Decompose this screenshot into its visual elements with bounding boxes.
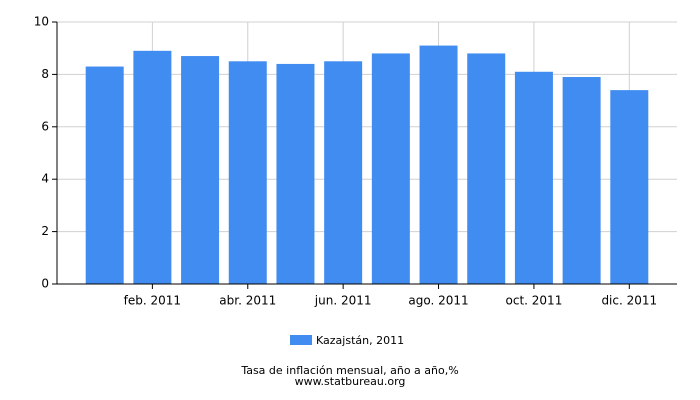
legend-swatch — [290, 335, 312, 345]
bar — [133, 50, 172, 284]
x-tick-label: jun. 2011 — [314, 294, 372, 308]
caption: Tasa de inflación mensual, año a año,% — [240, 364, 458, 377]
x-tick-label: abr. 2011 — [219, 294, 276, 308]
bar — [610, 90, 649, 285]
bar — [228, 61, 267, 284]
bar — [85, 66, 124, 284]
bar — [181, 56, 220, 285]
legend-label: Kazajstán, 2011 — [316, 334, 404, 347]
bar — [276, 63, 315, 284]
y-tick-label: 2 — [41, 224, 49, 238]
bar — [514, 71, 553, 284]
x-tick-label: dic. 2011 — [601, 294, 657, 308]
y-tick-label: 0 — [41, 277, 49, 291]
x-tick-label: feb. 2011 — [124, 294, 181, 308]
y-tick-label: 6 — [41, 119, 49, 133]
y-tick-label: 8 — [41, 67, 49, 81]
bar — [324, 61, 363, 284]
y-tick-label: 4 — [41, 172, 49, 186]
bar — [371, 53, 410, 284]
x-tick-label: ago. 2011 — [408, 294, 468, 308]
x-tick-label: oct. 2011 — [506, 294, 563, 308]
y-tick-label: 10 — [34, 15, 49, 29]
source: www.statbureau.org — [295, 375, 406, 388]
bar — [419, 45, 458, 284]
bar — [467, 53, 506, 284]
bar — [562, 77, 601, 285]
